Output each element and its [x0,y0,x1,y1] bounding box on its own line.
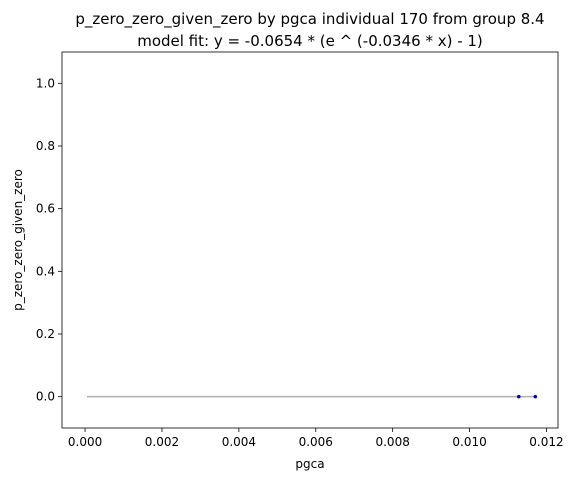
x-tick-label-3: 0.006 [299,435,333,449]
y-tick-label-5: 1.0 [36,76,55,90]
chart-title: p_zero_zero_given_zero by pgca individua… [75,10,544,29]
plot-frame [61,51,559,429]
x-tick-label-2: 0.004 [222,435,256,449]
x-tick-label-4: 0.008 [375,435,409,449]
y-tick-label-1: 0.2 [36,327,55,341]
x-axis-label: pgca [295,457,324,471]
x-tick-label-0: 0.000 [68,435,102,449]
y-tick-label-3: 0.6 [36,202,55,216]
data-point-1 [516,394,521,399]
y-tick-label-4: 0.8 [36,139,55,153]
y-tick-label-0: 0.0 [36,390,55,404]
data-point-2 [533,394,538,399]
y-axis-label: p_zero_zero_given_zero [11,169,25,311]
x-tick-label-6: 0.012 [529,435,563,449]
x-tick-label-1: 0.002 [145,435,179,449]
y-tick-label-2: 0.4 [36,264,55,278]
x-tick-label-5: 0.010 [452,435,486,449]
chart-subtitle: model fit: y = -0.0654 * (e ^ (-0.0346 *… [137,32,483,50]
